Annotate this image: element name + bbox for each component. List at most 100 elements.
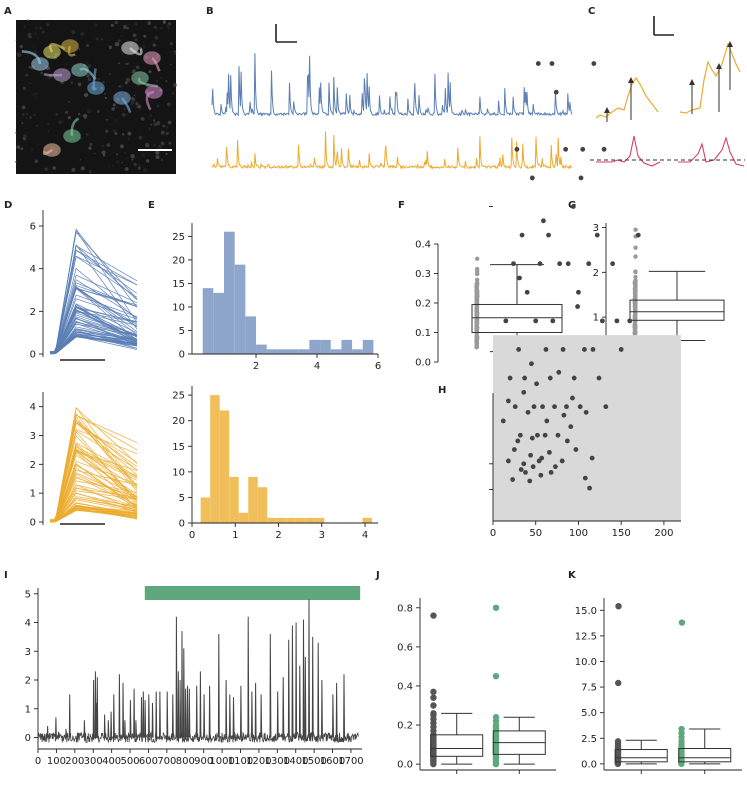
data-point [552, 464, 558, 470]
micrograph-texture [112, 103, 116, 107]
micrograph-texture [166, 23, 171, 28]
data-point [615, 679, 622, 687]
micrograph-texture [135, 101, 139, 106]
y-tick-label: 5 [179, 493, 185, 504]
data-point [633, 329, 638, 334]
data-point [582, 475, 588, 481]
data-point [547, 375, 553, 381]
micrograph-texture [111, 107, 116, 111]
micrograph-texture [28, 65, 31, 69]
histogram-bar [200, 497, 211, 523]
x-tick-label: 1600 [320, 756, 345, 767]
data-point [580, 146, 586, 152]
data-point [633, 315, 638, 321]
x-tick-label: 300 [84, 756, 103, 767]
micrograph-texture [120, 34, 123, 37]
deconv-2 [678, 136, 745, 167]
spike [144, 700, 147, 738]
trace-orange [50, 419, 138, 521]
micrograph-texture [17, 52, 22, 57]
data-point [505, 398, 511, 404]
micrograph-texture [118, 85, 121, 88]
data-point [503, 318, 509, 324]
y-tick-label: 4 [30, 264, 36, 275]
data-point [531, 404, 537, 410]
micrograph-texture [105, 129, 109, 133]
micrograph-texture [87, 109, 92, 114]
y-tick-label: 2 [593, 268, 599, 279]
data-point [633, 311, 638, 317]
micrograph-texture [15, 131, 17, 134]
x-tick-label: 200 [65, 756, 84, 767]
micrograph-texture [47, 130, 50, 133]
data-point [615, 602, 622, 610]
spike [96, 677, 99, 738]
spike [287, 639, 290, 738]
micrograph-texture [121, 133, 125, 136]
histogram-bar [288, 349, 299, 354]
y-tick-label: 0.6 [397, 642, 413, 653]
micrograph-texture [151, 101, 154, 104]
x-tick-label: 1400 [283, 756, 308, 767]
micrograph-texture [78, 112, 81, 116]
micrograph-texture [34, 32, 37, 36]
micrograph-texture [97, 78, 100, 81]
spike [129, 700, 132, 738]
trace-orange [50, 499, 138, 522]
micrograph-texture [160, 76, 162, 79]
micrograph-texture [35, 93, 38, 95]
x-tick-label: 6 [375, 361, 381, 372]
y-tick-label: 25 [172, 232, 185, 243]
y-tick-label: 0 [25, 733, 31, 744]
x-tick-label: 1 [232, 530, 238, 541]
x-tick-label: 1200 [246, 756, 271, 767]
micrograph-texture [143, 167, 148, 173]
data-point [583, 409, 589, 415]
cell-process [129, 47, 143, 56]
data-point [550, 318, 556, 324]
spike [184, 688, 187, 738]
data-point [516, 347, 522, 352]
micrograph-texture [160, 158, 164, 162]
spike [83, 720, 86, 738]
micrograph-texture [88, 170, 92, 174]
data-point [570, 395, 575, 401]
micrograph-texture [117, 62, 120, 65]
histogram-bar [286, 517, 296, 523]
data-point [564, 438, 570, 444]
cell-process [151, 56, 161, 72]
data-point [614, 318, 620, 324]
spike [166, 691, 169, 738]
micrograph-texture [121, 53, 124, 55]
data-point [633, 269, 638, 274]
micrograph-texture [136, 61, 139, 64]
micrograph-texture [143, 34, 147, 38]
micrograph-texture [152, 119, 156, 122]
trace-orange [50, 476, 138, 522]
histogram-bar [202, 288, 214, 354]
micrograph-texture [134, 37, 138, 42]
micrograph-texture [163, 22, 166, 25]
histogram-bar [266, 349, 278, 354]
micrograph-texture [40, 71, 43, 75]
trace-orange-2 [679, 42, 741, 114]
data-point [474, 318, 480, 324]
micrograph-texture [167, 30, 170, 32]
micrograph-texture [86, 44, 89, 48]
spike [269, 633, 272, 738]
micrograph-texture [127, 62, 130, 65]
spike [148, 694, 150, 738]
y-tick-label: 0.8 [397, 603, 413, 614]
trace-blue [50, 326, 138, 354]
histogram-bar [352, 349, 363, 354]
histogram-bar [314, 517, 325, 523]
micrograph-texture [86, 133, 89, 136]
y-tick-label: 0 [30, 350, 36, 361]
spike [181, 631, 183, 738]
data-point [546, 232, 551, 238]
micrograph-texture [121, 112, 126, 117]
spike [55, 717, 57, 738]
spike [182, 648, 185, 738]
micrograph-texture [124, 167, 129, 171]
histogram-bar [267, 517, 277, 523]
